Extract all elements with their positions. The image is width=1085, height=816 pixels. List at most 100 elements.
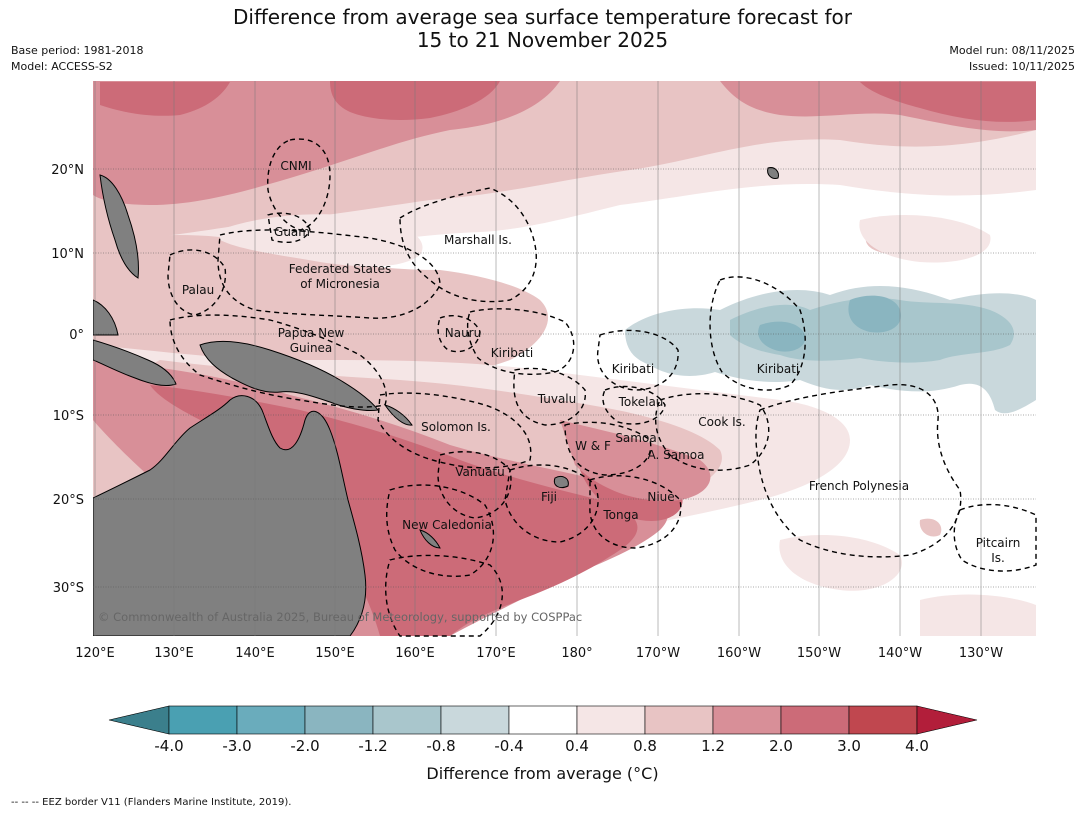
issued-date: Issued: 10/11/2025 <box>968 60 1075 73</box>
hawaii-land <box>767 167 779 179</box>
colorbar-box <box>168 705 238 735</box>
title-line-2: 15 to 21 November 2025 <box>416 28 669 52</box>
graticule <box>93 81 1036 636</box>
label-palau: Palau <box>182 283 214 297</box>
colorbar-box <box>372 705 442 735</box>
eez-fiji <box>504 464 599 543</box>
lat-tick-label: 10°S <box>53 409 84 424</box>
colorbar-box <box>440 705 510 735</box>
label-kiribati-central: Kiribati <box>612 362 654 376</box>
figure-title: Difference from average sea surface temp… <box>0 6 1085 52</box>
eez-niue-tonga <box>589 475 682 549</box>
label-vanuatu: Vanuatu <box>455 465 505 479</box>
colorbar-tick-label: -2.0 <box>290 737 319 755</box>
label-kiribati-west: Kiribati <box>491 346 533 360</box>
lon-tick-label: 140°W <box>878 646 922 661</box>
lat-tick-label: 20°N <box>51 163 84 178</box>
label-tuvalu: Tuvalu <box>537 392 577 406</box>
label-tokelau: Tokelau <box>618 395 664 409</box>
eez-footnote: -- -- -- EEZ border V11 (Flanders Marine… <box>11 797 292 808</box>
colorbar-high-extension <box>916 705 978 735</box>
label-french-polynesia: French Polynesia <box>809 479 909 493</box>
eez-new-caledonia <box>386 484 495 577</box>
colorbar-tick-label: 0.4 <box>565 737 589 755</box>
colorbar-tick-label: 3.0 <box>837 737 861 755</box>
eez-cook <box>654 393 770 471</box>
label-nauru: Nauru <box>445 326 481 340</box>
label-png-1: Papua New <box>278 326 345 340</box>
map-field <box>93 81 1036 636</box>
lon-tick-label: 180° <box>561 646 592 661</box>
australia-land <box>93 395 367 636</box>
colorbar-tick-label: -1.2 <box>358 737 387 755</box>
label-fiji: Fiji <box>541 490 557 504</box>
warm-area-north-6 <box>100 82 230 116</box>
copyright-text: © Commonwealth of Australia 2025, Bureau… <box>98 610 582 624</box>
meta-left: Base period: 1981-2018 Model: ACCESS-S2 <box>11 43 143 75</box>
lat-tick-label: 30°S <box>53 581 84 596</box>
sst-map: CNMI Guam Marshall Is. Palau Federated S… <box>51 81 1037 661</box>
label-png-2: Guinea <box>290 341 333 355</box>
label-fsm-1: Federated States <box>289 262 391 276</box>
label-cook: Cook Is. <box>698 415 745 429</box>
lon-tick-label: 160°W <box>717 646 761 661</box>
warm-patch-east-4 <box>920 594 1036 636</box>
colorbar-ticks: -4.0 -3.0 -2.0 -1.2 -0.8 -0.4 0.4 0.8 1.2 2.0 3.0 4… <box>154 737 929 755</box>
title-line-1: Difference from average sea surface temp… <box>232 5 852 29</box>
meta-right: Model run: 08/11/2025 Issued: 10/11/2025 <box>949 43 1075 75</box>
colorbar-box <box>304 705 374 735</box>
fiji-land <box>553 475 569 489</box>
borneo-land <box>93 299 119 336</box>
eez-tuvalu <box>513 367 586 426</box>
model-run: Model run: 08/11/2025 <box>949 44 1075 57</box>
warm-area-west-2 <box>220 214 423 267</box>
warm-patch-east-5 <box>919 518 942 537</box>
colorbar-box <box>780 705 850 735</box>
region-labels: CNMI Guam Marshall Is. Palau Federated S… <box>182 159 1020 565</box>
colorbar-label-text: Difference from average (°C) <box>426 764 659 783</box>
lon-tick-label: 150°E <box>315 646 355 661</box>
lon-tick-label: 140°E <box>235 646 275 661</box>
colorbar-tick-label: -0.4 <box>494 737 523 755</box>
lon-tick-label: 170°E <box>476 646 516 661</box>
base-period: Base period: 1981-2018 <box>11 44 144 57</box>
warm-area-north-7 <box>860 82 1036 122</box>
lon-tick-label: 170°W <box>636 646 680 661</box>
colorbar-label: Difference from average (°C) <box>0 764 1085 783</box>
model-name: Model: ACCESS-S2 <box>11 60 113 73</box>
eez-png <box>169 314 387 408</box>
label-wf: W & F <box>575 439 611 453</box>
colorbar-box <box>848 705 918 735</box>
colorbar-box <box>712 705 782 735</box>
eez-palau <box>167 249 227 316</box>
warm-patch-east-2 <box>859 215 991 263</box>
eez-tokelau <box>602 385 666 425</box>
latitude-axis: 20°N 10°N 0° 10°S 20°S 30°S <box>51 163 84 596</box>
label-kiribati-east: Kiribati <box>757 362 799 376</box>
label-solomon: Solomon Is. <box>421 420 491 434</box>
eez-nz-north <box>385 554 504 637</box>
eez-fsm <box>217 229 441 319</box>
colorbar-low-extension <box>108 705 170 735</box>
colorbar-tick-label: -4.0 <box>154 737 183 755</box>
longitude-axis: 120°E 130°E 140°E 150°E 160°E 170°E 180° 170°W 1… <box>75 646 1003 661</box>
colorbar-box <box>576 705 646 735</box>
colorbar-tick-label: 4.0 <box>905 737 929 755</box>
label-samoa: Samoa <box>615 431 656 445</box>
label-fsm-2: of Micronesia <box>300 277 380 291</box>
new-caledonia-land <box>419 529 441 549</box>
colorbar-box <box>644 705 714 735</box>
label-niue: Niue <box>647 490 674 504</box>
eez-pitcairn <box>953 503 1037 572</box>
label-cnmi: CNMI <box>280 159 311 173</box>
eez-french-polynesia <box>755 383 962 558</box>
lat-tick-label: 20°S <box>53 493 84 508</box>
lon-tick-label: 130°W <box>959 646 1003 661</box>
eez-nauru <box>437 314 481 353</box>
colorbar-box <box>508 705 578 735</box>
colorbar-tick-label: -0.8 <box>426 737 455 755</box>
label-tonga: Tonga <box>602 508 638 522</box>
label-pitcairn-1: Pitcairn <box>976 536 1021 550</box>
eez-cnmi <box>267 138 331 231</box>
